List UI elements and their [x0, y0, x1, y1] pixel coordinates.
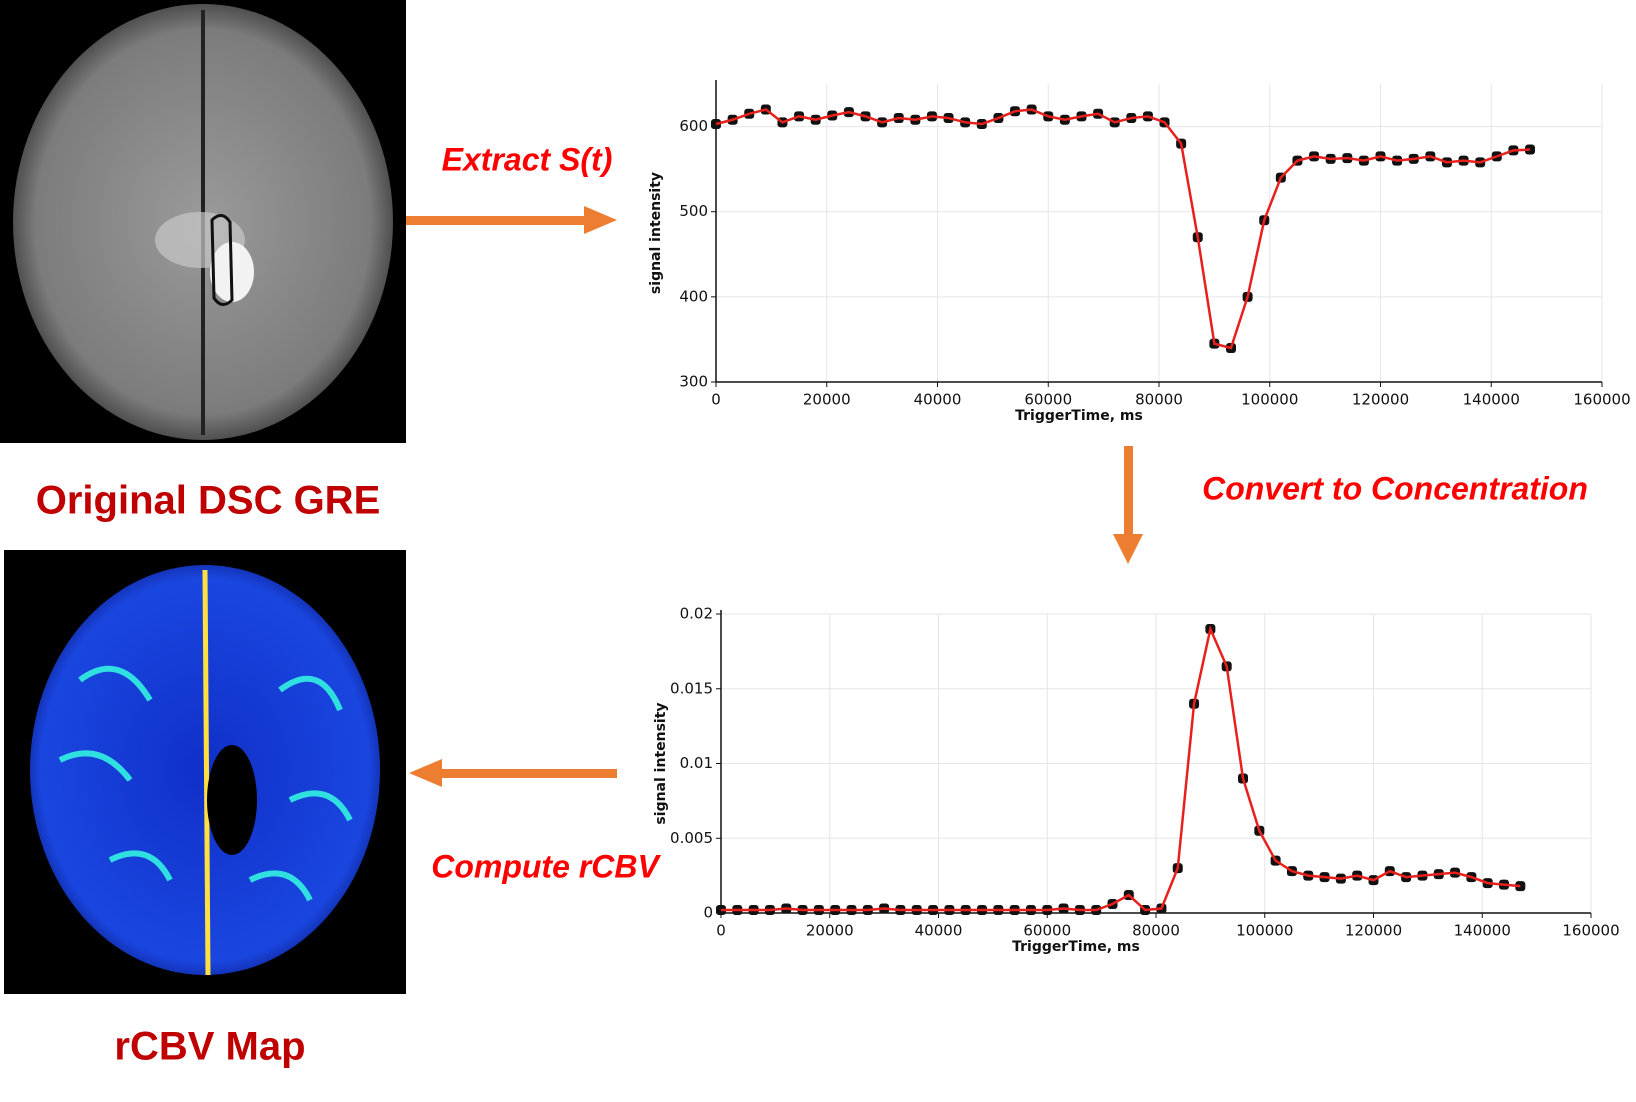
x-tick-label: 40000	[915, 922, 963, 940]
step-label: Extract S(t)	[442, 141, 613, 177]
caption: Original DSC GRE	[36, 479, 381, 523]
gre-image	[0, 0, 406, 443]
arrow-head	[409, 759, 442, 787]
y-tick-label: 0.02	[680, 605, 713, 623]
caption: rCBV Map	[114, 1025, 305, 1069]
x-tick-label: 20000	[803, 391, 851, 409]
x-tick-label: 120000	[1345, 922, 1402, 940]
x-tick-label: 0	[711, 391, 721, 409]
x-tick-label: 60000	[1023, 922, 1071, 940]
x-tick-label: 120000	[1352, 391, 1409, 409]
x-tick-label: 20000	[806, 922, 854, 940]
y-tick-label: 0	[703, 904, 713, 922]
x-tick-label: 160000	[1562, 922, 1619, 940]
y-tick-label: 600	[679, 117, 708, 135]
data-point	[711, 119, 721, 130]
rcbv-image	[4, 550, 406, 994]
step-label: Convert to Concentration	[1202, 470, 1588, 506]
y-tick-label: 0.01	[680, 754, 713, 772]
x-tick-label: 80000	[1132, 922, 1180, 940]
y-tick-label: 0.005	[670, 829, 713, 847]
x-tick-label: 80000	[1135, 391, 1183, 409]
x-tick-label: 40000	[914, 391, 962, 409]
arrow-head	[584, 206, 617, 234]
x-tick-label: 140000	[1454, 922, 1511, 940]
data-line	[721, 624, 1521, 912]
y-axis-label: signal intensity	[648, 172, 664, 294]
arrow	[406, 216, 586, 225]
y-tick-label: 400	[679, 287, 708, 305]
x-axis-label: TriggerTime, ms	[1012, 939, 1140, 955]
x-tick-label: 100000	[1241, 391, 1298, 409]
x-tick-label: 100000	[1236, 922, 1293, 940]
y-tick-label: 500	[679, 202, 708, 220]
y-axis-label: signal intensity	[653, 702, 669, 824]
y-tick-label: 0.015	[670, 679, 713, 697]
x-tick-label: 160000	[1573, 391, 1630, 409]
arrows	[406, 206, 1143, 787]
arrow	[1124, 446, 1133, 536]
x-tick-label: 0	[716, 922, 726, 940]
arrow-head	[1113, 534, 1143, 564]
arrow	[440, 769, 617, 778]
data-line	[715, 108, 1531, 350]
x-tick-label: 60000	[1024, 391, 1072, 409]
x-axis-label: TriggerTime, ms	[1015, 408, 1143, 424]
step-label: Compute rCBV	[431, 848, 661, 884]
x-tick-label: 140000	[1463, 391, 1520, 409]
y-tick-label: 300	[679, 373, 708, 391]
